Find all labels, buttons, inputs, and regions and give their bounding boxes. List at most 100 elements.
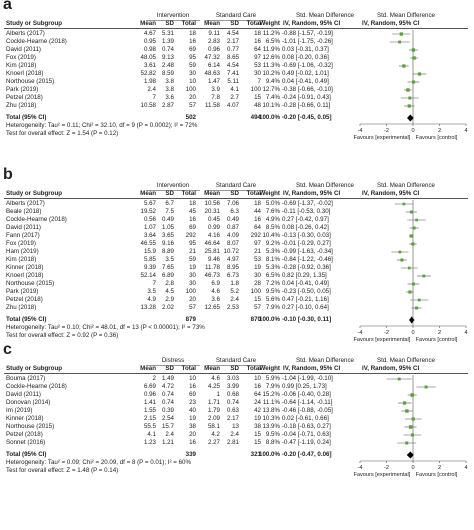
sd1-cell: 1.05 (161, 224, 174, 231)
sd1-cell: 6.7 (165, 200, 174, 207)
sd1-cell: 7.5 (165, 208, 174, 215)
study-square (405, 409, 409, 413)
study-square (398, 250, 402, 254)
mean2-cell: 58.1 (207, 423, 220, 430)
study-name: Zhu (2018) (6, 304, 37, 311)
total-ci: -0.20 [-0.45, 0.05] (282, 114, 332, 121)
x-tick-label: 0 (411, 465, 414, 471)
n1-cell: 16 (189, 439, 196, 446)
mean1-cell: 1.07 (143, 224, 156, 231)
sd2-cell: 1.8 (230, 280, 239, 287)
weight-cell: 13.9% (262, 423, 280, 430)
mean2-cell: 0.99 (207, 224, 220, 231)
group1-header-rule (146, 20, 200, 21)
weight-cell: 4.9% (265, 216, 280, 223)
group2-header-rule (206, 365, 266, 366)
sd2-cell: 13 (232, 423, 239, 430)
n2-cell: 15 (254, 431, 261, 438)
mean1-cell: 46.55 (140, 240, 156, 247)
group1-header: Intervention (156, 182, 190, 189)
weight-cell: 5.3% (265, 264, 280, 271)
ci-cell: -0.13 [-0.30, 0.03] (282, 232, 331, 239)
sd2-cell: 4.54 (226, 62, 239, 69)
x-tick-label: 4 (464, 128, 467, 134)
study-name: Petzel (2018) (6, 296, 43, 303)
ci-cell: -0.06 [-0.40, 0.28] (282, 391, 331, 398)
sd2-cell: 7.41 (226, 70, 239, 77)
study-square (402, 401, 407, 405)
heterogeneity-text: Heterogeneity: Tau² = 0.11; Chi² = 32.10… (6, 122, 198, 129)
sd1-cell: 15.7 (161, 423, 174, 430)
mean2-cell: 4.16 (207, 232, 220, 239)
n1-cell: 57 (189, 102, 196, 109)
sd2-cell: 5.2 (230, 288, 239, 295)
sd2-cell: 0.87 (226, 224, 239, 231)
sd2-cell: 2.7 (230, 94, 239, 101)
smd-header: Std. Mean Difference (295, 357, 354, 364)
weight-cell: 11.9% (262, 46, 280, 53)
mean2-cell: 2.27 (207, 439, 220, 446)
mean2-cell: 25.81 (204, 248, 220, 255)
n2-cell: 97 (254, 240, 261, 247)
n2-cell: 24 (254, 399, 261, 406)
mean2-cell: 4.6 (211, 375, 220, 382)
total-n1: 339 (185, 451, 196, 458)
mean1-cell: 2 (152, 375, 156, 382)
weight-cell: 10.4% (262, 232, 280, 239)
ci-cell: 0.27 [-0.10, 0.64] (282, 304, 329, 311)
favours-left-label: Favours [experimental] (353, 337, 410, 343)
header-rule (4, 373, 468, 374)
study-square (411, 242, 415, 246)
n1-cell: 30 (189, 280, 196, 287)
n2-cell: 53 (254, 256, 261, 263)
ci-cell: 0.27 [-0.42, 0.97] (282, 216, 329, 223)
sd2-cell: 2.4 (230, 296, 239, 303)
ci-cell: -0.23 [-0.50, 0.05] (282, 288, 331, 295)
study-square (422, 274, 426, 278)
ci-cell: -0.84 [-1.22, -0.46] (282, 256, 333, 263)
weight-cell: 9.4% (265, 78, 280, 85)
study-name: Ham (2019) (6, 248, 39, 255)
sd2-cell: 0.49 (226, 216, 239, 223)
n1-cell: 38 (189, 423, 196, 430)
study-column-header: Study or Subgroup (6, 20, 63, 27)
mean2-cell: 4.2 (211, 431, 220, 438)
study-name: Fann (2017) (6, 232, 40, 239)
favours-right-label: Favours [control] (416, 472, 458, 478)
ci-cell: -0.38 [-0.66, -0.10] (282, 86, 333, 93)
mean2-cell: 46.64 (204, 240, 220, 247)
panel-label: a (3, 0, 12, 13)
forest-panel-b: b Intervention Standard Care Std. Mean Diff… (0, 166, 474, 354)
mean1-cell: 15.9 (143, 248, 156, 255)
ci-cell: 0.04 [-0.41, 0.49] (282, 78, 329, 85)
weight-cell: 8.1% (265, 256, 280, 263)
sd1-cell: 7.65 (161, 264, 174, 271)
weight-header: Weight (259, 190, 280, 197)
mean2-cell: 3.9 (211, 86, 220, 93)
n1-cell: 18 (189, 30, 196, 37)
study-name: Beale (2018) (6, 208, 42, 215)
ci-cell: -0.47 [-1.19, 0.24] (282, 439, 331, 446)
study-name: Fox (2019) (6, 54, 36, 61)
study-column-header: Study or Subgroup (6, 190, 63, 197)
ci-cell: -0.28 [-0.92, 0.36] (282, 264, 331, 271)
x-tick-label: -4 (358, 128, 363, 134)
ci-cell: -0.88 [-1.57, -0.19] (282, 30, 333, 37)
mean1-cell: 52.82 (140, 70, 156, 77)
n1-cell: 69 (189, 46, 196, 53)
sd1-header: SD (165, 190, 174, 197)
n1-cell: 23 (189, 399, 196, 406)
n1-cell: 30 (189, 272, 196, 279)
group2-header: Standard Care (215, 182, 257, 189)
weight-cell: 12.7% (262, 86, 280, 93)
study-column-header: Study or Subgroup (6, 365, 63, 372)
forest-panel-a: a Intervention Standard Care Std. Mean Diff… (0, 0, 474, 152)
n2-cell: 30 (254, 272, 261, 279)
mean1-cell: 1.41 (143, 399, 156, 406)
mean1-cell: 5.67 (143, 200, 156, 207)
study-name: Petzel (2018) (6, 431, 43, 438)
mean2-header: Mean (204, 365, 220, 372)
sd2-cell: 5.11 (227, 78, 239, 85)
study-square (402, 64, 406, 68)
mean1-cell: 7 (152, 94, 156, 101)
